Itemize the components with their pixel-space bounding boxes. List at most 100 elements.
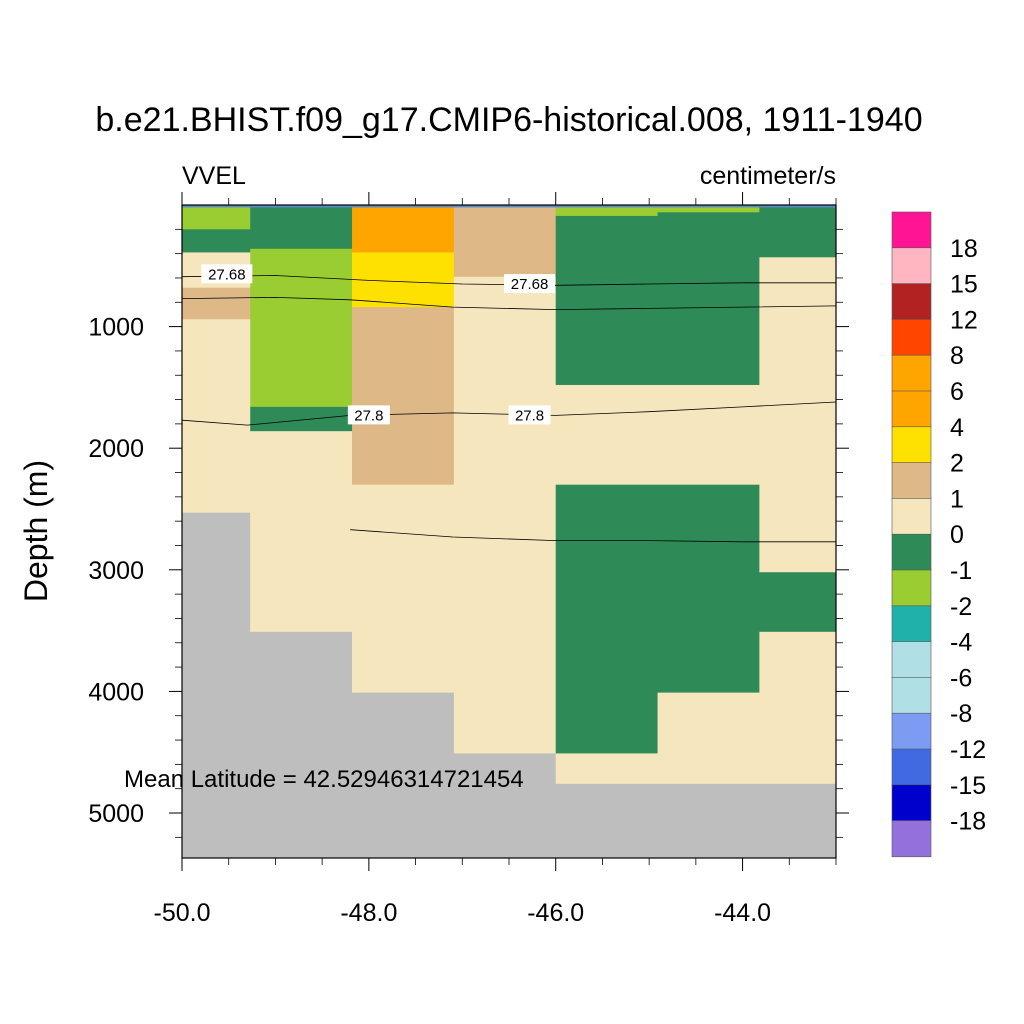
colorbar: 18 15 12 8 6 4 2 1 0 -1 -2 -4 -6 -8 -12 -15 -18 bbox=[891, 211, 986, 858]
colorbar-level-label: 0 bbox=[950, 521, 964, 549]
colorbar-swatch bbox=[891, 820, 932, 858]
colorbar-swatch bbox=[891, 641, 932, 679]
colorbar-swatch bbox=[891, 319, 932, 356]
colorbar-level-label: -1 bbox=[950, 557, 972, 585]
colorbar-level-label: -2 bbox=[950, 593, 972, 621]
x-tick-label: -48.0 bbox=[340, 899, 397, 927]
data-cell-5-4 bbox=[657, 484, 760, 694]
colorbar-swatch bbox=[891, 677, 932, 714]
contour-layer: 27.68 27.68 27.8 27.8 bbox=[181, 264, 837, 543]
colorbar-swatch bbox=[891, 283, 932, 321]
mean-latitude-annotation: Mean Latitude = 42.52946314721454 bbox=[124, 766, 524, 793]
colorbar-swatch bbox=[891, 533, 932, 571]
data-cell-2-3 bbox=[352, 307, 455, 486]
data-cell-0-1 bbox=[182, 207, 251, 230]
y-tick-label: 5000 bbox=[88, 800, 144, 828]
data-cell-3-1 bbox=[453, 207, 557, 278]
data-cell-6-0 bbox=[759, 205, 837, 208]
colorbar-swatch bbox=[891, 784, 932, 822]
data-cell-2-4 bbox=[352, 484, 455, 694]
axis-layer: -50.0 -48.0 -46.0 -44.0 1000 2000 3000 4000 5000 bbox=[88, 192, 849, 927]
data-cell-5-3 bbox=[657, 384, 760, 486]
x-tick-label: -46.0 bbox=[527, 899, 584, 927]
data-cell-6-3 bbox=[759, 572, 837, 633]
data-cell-5-2 bbox=[657, 212, 760, 386]
colorbar-level-label: -6 bbox=[950, 664, 972, 692]
colorbar-level-label: 4 bbox=[950, 414, 964, 442]
colorbar-swatch bbox=[891, 390, 932, 428]
data-cell-4-4 bbox=[555, 484, 659, 754]
y-tick-label: 2000 bbox=[88, 435, 144, 463]
data-cell-5-0 bbox=[657, 205, 760, 208]
data-cell-4-0 bbox=[555, 205, 659, 208]
contour-line-1 bbox=[181, 296, 837, 311]
x-tick-label: -44.0 bbox=[714, 899, 771, 927]
colorbar-level-label: 18 bbox=[950, 235, 978, 263]
data-cell-3-0 bbox=[453, 205, 557, 208]
data-cell-6-1 bbox=[759, 207, 837, 258]
y-tick-label: 1000 bbox=[88, 314, 144, 342]
variable-label: VVEL bbox=[182, 162, 246, 190]
data-cell-1-0 bbox=[250, 205, 353, 208]
contour-label-2-1: 27.8 bbox=[515, 407, 544, 424]
data-cell-0-4 bbox=[182, 287, 251, 320]
colorbar-level-label: 6 bbox=[950, 378, 964, 406]
data-cell-4-3 bbox=[555, 384, 659, 486]
colorbar-level-label: -8 bbox=[950, 700, 972, 728]
colorbar-level-label: -15 bbox=[950, 772, 986, 800]
data-cell-1-4 bbox=[250, 431, 353, 633]
data-cell-6-2 bbox=[759, 257, 837, 573]
colorbar-level-label: 1 bbox=[950, 485, 964, 513]
cells-layer bbox=[182, 205, 837, 859]
colorbar-swatch bbox=[891, 498, 932, 535]
chart-title: b.e21.BHIST.f09_g17.CMIP6-historical.008… bbox=[95, 101, 922, 139]
data-cell-1-1 bbox=[250, 207, 353, 250]
data-cell-3-3 bbox=[453, 753, 557, 859]
units-label: centimeter/s bbox=[700, 162, 836, 190]
data-cell-2-1 bbox=[352, 207, 455, 253]
colorbar-level-label: -18 bbox=[950, 808, 986, 836]
x-tick-label: -50.0 bbox=[154, 899, 211, 927]
colorbar-level-label: 2 bbox=[950, 450, 964, 478]
data-cell-4-2 bbox=[555, 215, 659, 386]
contour-label-box-0-0 bbox=[201, 264, 253, 284]
y-tick-label: 3000 bbox=[88, 557, 144, 585]
contour-label-box-2-1 bbox=[508, 405, 551, 425]
data-cell-6-5 bbox=[759, 783, 837, 859]
data-cell-1-3 bbox=[250, 406, 353, 432]
data-cell-0-0 bbox=[182, 205, 251, 208]
data-cell-0-5 bbox=[182, 319, 251, 514]
colorbar-level-label: 12 bbox=[950, 306, 978, 334]
contour-label-0-0: 27.68 bbox=[208, 266, 246, 283]
data-cell-1-2 bbox=[250, 248, 353, 408]
contour-line-3 bbox=[350, 529, 836, 543]
data-cell-4-5 bbox=[555, 753, 659, 785]
data-cell-2-5 bbox=[352, 692, 455, 859]
contour-label-0-1: 27.68 bbox=[511, 276, 549, 293]
colorbar-swatch bbox=[891, 605, 932, 643]
colorbar-level-label: 8 bbox=[950, 342, 964, 370]
data-cell-4-6 bbox=[555, 783, 659, 859]
data-cell-1-5 bbox=[250, 631, 353, 859]
data-cell-0-6 bbox=[182, 512, 251, 859]
colorbar-swatch bbox=[891, 712, 932, 750]
colorbar-swatch bbox=[891, 569, 932, 607]
contour-label-box-0-1 bbox=[504, 274, 556, 294]
colorbar-level-label: -12 bbox=[950, 736, 986, 764]
contour-label-box-2-0 bbox=[347, 405, 390, 425]
colorbar-swatch bbox=[891, 211, 932, 249]
data-cell-6-4 bbox=[759, 631, 837, 785]
data-cell-5-1 bbox=[657, 207, 760, 213]
data-cell-4-1 bbox=[555, 207, 659, 217]
data-cell-5-6 bbox=[657, 783, 760, 859]
data-cell-5-5 bbox=[657, 692, 760, 785]
colorbar-swatch bbox=[891, 247, 932, 285]
data-cell-3-2 bbox=[453, 276, 557, 754]
contour-line-2 bbox=[181, 401, 837, 426]
contour-label-2-0: 27.8 bbox=[354, 407, 383, 424]
colorbar-level-label: -4 bbox=[950, 629, 972, 657]
colorbar-swatch bbox=[891, 426, 932, 464]
colorbar-swatch bbox=[891, 748, 932, 786]
data-cell-0-2 bbox=[182, 229, 251, 253]
